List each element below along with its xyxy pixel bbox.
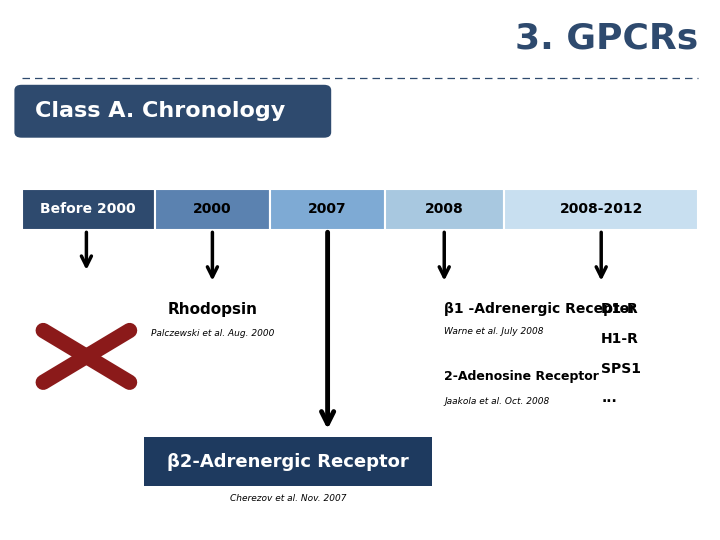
- Bar: [144, 437, 432, 486]
- Text: β1 -Adrenergic Receptor: β1 -Adrenergic Receptor: [444, 302, 636, 316]
- Text: H1-R: H1-R: [601, 332, 639, 346]
- Text: 2-Adenosine Receptor: 2-Adenosine Receptor: [444, 370, 599, 383]
- Text: 2008: 2008: [426, 202, 464, 216]
- Text: Jaakola et al. Oct. 2008: Jaakola et al. Oct. 2008: [444, 397, 549, 406]
- Text: D1-R: D1-R: [601, 302, 639, 316]
- Text: Before 2000: Before 2000: [40, 202, 136, 216]
- Text: Class A. Chronology: Class A. Chronology: [35, 101, 285, 122]
- Text: β2-Adrenergic Receptor: β2-Adrenergic Receptor: [167, 453, 409, 471]
- Text: Warne et al. July 2008: Warne et al. July 2008: [444, 327, 544, 336]
- Bar: [22, 189, 155, 230]
- Text: Rhodopsin: Rhodopsin: [167, 302, 258, 318]
- Text: Cherezov et al. Nov. 2007: Cherezov et al. Nov. 2007: [230, 494, 346, 503]
- Text: 2008-2012: 2008-2012: [559, 202, 643, 216]
- Text: ...: ...: [601, 392, 617, 406]
- Text: 2007: 2007: [308, 202, 347, 216]
- Bar: [504, 189, 698, 230]
- Bar: [385, 189, 504, 230]
- FancyBboxPatch shape: [14, 85, 331, 138]
- Text: 2000: 2000: [193, 202, 232, 216]
- Text: Palczewski et al. Aug. 2000: Palczewski et al. Aug. 2000: [150, 329, 274, 339]
- Text: SPS1: SPS1: [601, 362, 642, 376]
- Bar: [155, 189, 270, 230]
- Text: 3. GPCRs: 3. GPCRs: [515, 22, 698, 56]
- Bar: [270, 189, 385, 230]
